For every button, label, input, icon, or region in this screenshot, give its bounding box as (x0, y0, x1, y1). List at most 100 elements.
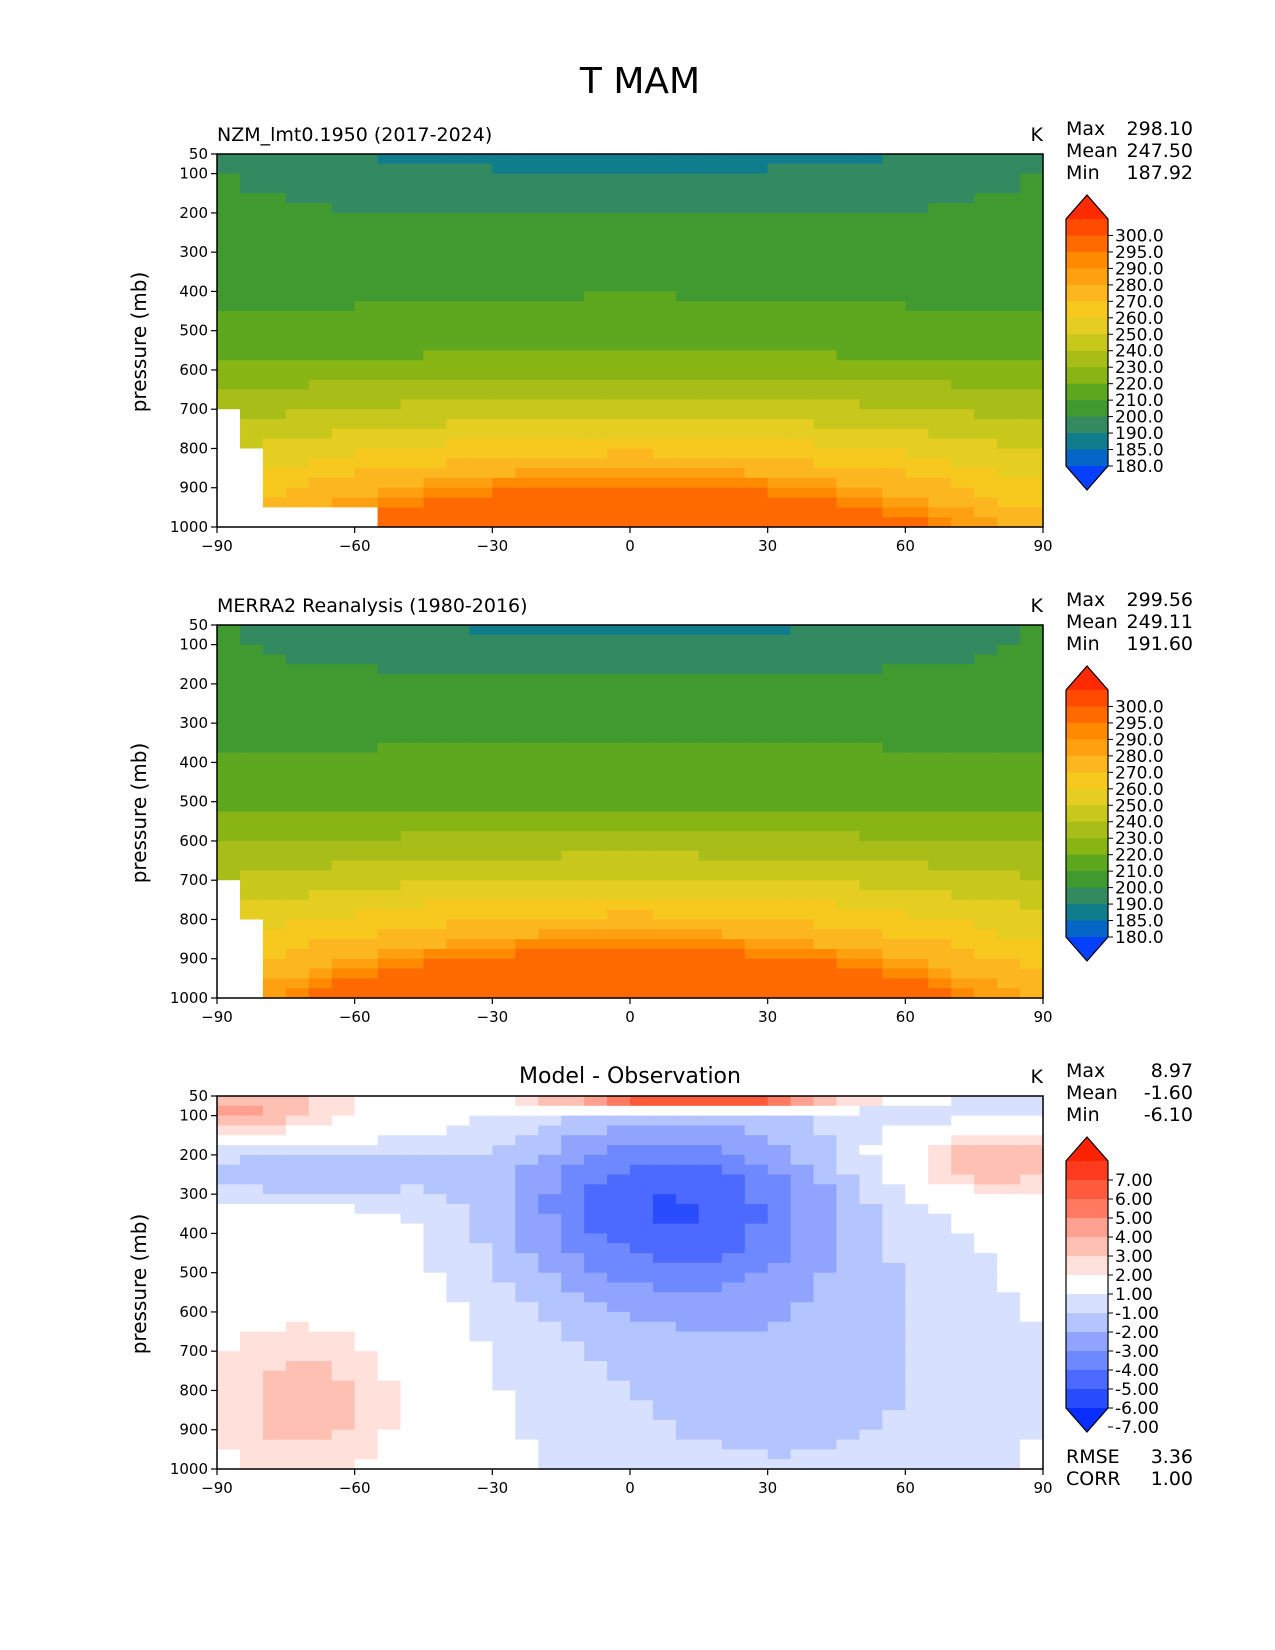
contour-cell (974, 1253, 998, 1264)
contour-cell (262, 154, 287, 165)
contour-cell (469, 1361, 493, 1372)
contour-cell (721, 1370, 746, 1382)
contour-cell (262, 261, 287, 273)
contour-cell (584, 654, 608, 665)
contour-cell (423, 193, 448, 204)
contour-cell (1020, 1154, 1044, 1166)
contour-cell (928, 1429, 952, 1441)
contour-cell (630, 831, 654, 842)
contour-cell (561, 968, 585, 979)
contour-cell (997, 350, 1021, 361)
contour-cell (423, 1233, 448, 1244)
contour-cell (790, 369, 815, 381)
contour-cell (285, 1154, 310, 1166)
contour-cell (767, 360, 792, 371)
contour-cell (698, 742, 723, 754)
contour-cell (836, 1164, 861, 1176)
contour-cell (698, 183, 723, 194)
contour-cell (652, 634, 677, 646)
contour-cell (813, 821, 838, 832)
contour-cell (997, 762, 1021, 773)
contour-cell (951, 1302, 975, 1313)
contour-cell (882, 664, 906, 675)
contour-cell (492, 212, 516, 224)
contour-cell (721, 311, 746, 322)
contour-cell (331, 291, 356, 302)
contour-cell (1020, 1341, 1044, 1352)
contour-cell (698, 1302, 723, 1313)
contour-cell (882, 320, 906, 332)
contour-cell (607, 1449, 631, 1460)
contour-cell (217, 360, 241, 371)
contour-cell (492, 1135, 516, 1146)
contour-cell (974, 870, 998, 881)
contour-cell (538, 291, 562, 302)
contour-cell (698, 232, 723, 243)
contour-cell (446, 801, 470, 813)
contour-cell (584, 311, 608, 322)
contour-cell (377, 163, 402, 175)
contour-cell (561, 1390, 585, 1401)
contour-cell (262, 782, 287, 793)
contour-cell (905, 1439, 929, 1450)
contour-cell (354, 880, 379, 891)
contour-cell (974, 742, 998, 754)
contour-cell (721, 968, 746, 979)
contour-cell (630, 1096, 654, 1107)
contour-cell (538, 163, 562, 175)
contour-cell (308, 870, 333, 881)
contour-cell (262, 428, 287, 440)
contour-cell (836, 801, 861, 813)
contour-cell (538, 948, 562, 960)
contour-cell (698, 1233, 723, 1244)
contour-cell (285, 860, 310, 871)
colorbar-label: 5.00 (1115, 1209, 1153, 1229)
contour-cell (790, 311, 815, 322)
contour-cell (721, 507, 746, 518)
contour-cell (630, 958, 654, 970)
contour-cell (744, 1439, 769, 1450)
contour-cell (675, 271, 700, 283)
contour-cell (308, 173, 333, 185)
contour-cell (423, 468, 448, 479)
contour-cell (377, 782, 402, 793)
contour-cell (698, 978, 723, 989)
contour-cell (607, 811, 631, 822)
contour-cell (331, 880, 356, 891)
contour-cell (974, 1174, 998, 1185)
contour-cell (469, 899, 493, 911)
contour-cell (217, 389, 241, 400)
contour-cell (813, 409, 838, 420)
contour-cell (377, 448, 402, 459)
contour-cell (538, 1302, 562, 1313)
contour-cell (285, 1223, 310, 1235)
contour-cell (584, 1243, 608, 1254)
contour-cell (308, 193, 333, 204)
contour-cell (721, 203, 746, 214)
contour-cell (239, 870, 264, 881)
contour-cell (354, 340, 379, 351)
contour-cell (698, 654, 723, 665)
contour-cell (400, 811, 425, 822)
contour-cell (630, 428, 654, 440)
contour-cell (813, 693, 838, 705)
contour-cell (423, 1272, 448, 1284)
contour-cell (331, 1145, 356, 1156)
contour-cell (652, 1419, 677, 1431)
contour-cell (515, 713, 539, 724)
contour-cell (744, 1429, 769, 1441)
contour-cell (675, 1184, 700, 1195)
contour-cell (515, 291, 539, 302)
contour-cell (217, 232, 241, 243)
y-tick-label: 600 (179, 1303, 208, 1321)
contour-cell (538, 968, 562, 979)
contour-cell (675, 644, 700, 656)
contour-cell (561, 890, 585, 901)
contour-cell (469, 880, 493, 891)
contour-cell (285, 1419, 310, 1431)
contour-cell (308, 723, 333, 734)
contour-cell (836, 899, 861, 911)
contour-cell (905, 389, 929, 400)
contour-cell (217, 1429, 241, 1441)
contour-cell (905, 1105, 929, 1117)
